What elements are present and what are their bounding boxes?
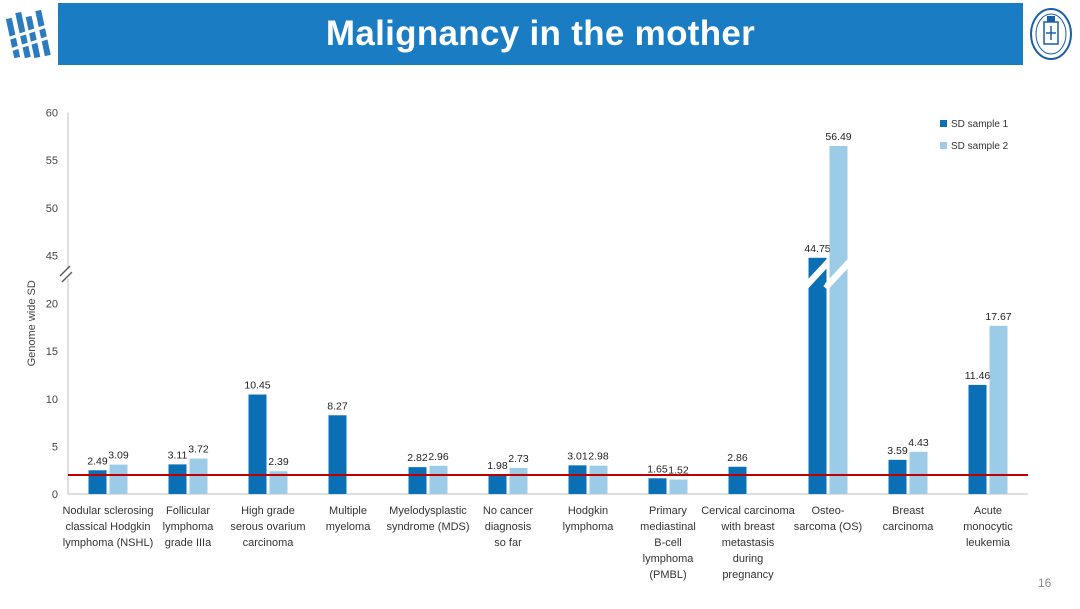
data-label: 2.49 — [87, 455, 108, 467]
data-label: 3.01 — [567, 450, 588, 462]
bar-sample-1 — [168, 464, 187, 494]
data-label: 4.43 — [908, 437, 929, 449]
category-label: Follicular lymphoma grade IIIa — [163, 505, 215, 549]
y-tick-label: 50 — [46, 203, 58, 215]
category-label: Nodular sclerosing classical Hodgkin lymph… — [62, 505, 153, 549]
data-label: 2.73 — [508, 453, 529, 465]
bar-sample-2 — [509, 468, 528, 494]
data-label: 2.96 — [428, 451, 449, 463]
data-label: 2.98 — [588, 451, 609, 463]
data-label: 1.65 — [647, 463, 668, 475]
category-label: Osteo-sarcoma (OS) — [794, 505, 862, 533]
bar-sample-1 — [728, 466, 747, 494]
bar-sample-1 — [488, 475, 507, 494]
category-label: High grade serous ovarium carcinoma — [230, 505, 305, 549]
category-label: Hodgkin lymphoma — [563, 505, 615, 533]
bar-sample-1 — [248, 394, 267, 494]
data-label: 17.67 — [985, 311, 1011, 323]
bar-sample-1 — [328, 415, 347, 494]
y-tick-label: 15 — [46, 346, 58, 358]
header-bar: Malignancy in the mother — [58, 3, 1023, 65]
bar-sample-1 — [408, 467, 427, 494]
bar-sample-2 — [989, 325, 1008, 494]
data-label: 56.49 — [825, 131, 851, 143]
data-label: 2.86 — [727, 452, 748, 464]
category-label: Breast carcinoma — [883, 505, 935, 533]
data-label: 44.75 — [804, 243, 830, 255]
data-label: 3.09 — [108, 450, 129, 462]
bar-sample-1 — [568, 465, 587, 494]
category-label: Acute monocytic leukemia — [963, 505, 1013, 549]
data-label: 3.72 — [188, 444, 209, 456]
bar-sample-2 — [669, 479, 688, 494]
category-label: Primary mediastinal B-cell lymphoma (PMBL) — [640, 505, 696, 581]
data-label: 8.27 — [327, 400, 348, 412]
bar-sample-2 — [909, 451, 928, 494]
university-seal-icon — [1030, 8, 1072, 60]
bar-sample-2 — [589, 465, 608, 494]
bar-sample-1 — [88, 470, 107, 494]
institution-logo-icon — [6, 9, 52, 59]
category-label: Myelodysplastic syndrome (MDS) — [386, 505, 469, 533]
category-label: No cancer diagnosis so far — [483, 505, 533, 549]
data-label: 3.59 — [887, 445, 908, 457]
category-label: Multiple myeloma — [326, 505, 372, 533]
y-tick-label: 45 — [46, 250, 58, 262]
bar-break-mark — [823, 257, 854, 291]
legend-swatch — [940, 120, 947, 127]
bar-sample-1 — [968, 384, 987, 494]
bar-sample-1 — [888, 459, 907, 494]
y-tick-label: 60 — [46, 108, 58, 120]
legend-label: SD sample 2 — [951, 141, 1009, 152]
axis-break-mark — [61, 271, 73, 283]
legend-swatch — [940, 142, 947, 149]
bar-sample-2 — [109, 464, 128, 494]
data-label: 3.11 — [168, 449, 188, 461]
y-tick-label: 55 — [46, 155, 58, 167]
bar-break-mark — [802, 257, 833, 291]
bar-break-mark — [803, 255, 832, 285]
bar-break-mark — [824, 255, 853, 285]
bar-sample-1 — [808, 257, 827, 494]
bar-sample-2 — [269, 471, 288, 494]
legend-label: SD sample 1 — [951, 119, 1009, 130]
data-label: 11.46 — [965, 370, 991, 382]
y-axis-label: Genome wide SD — [26, 280, 38, 366]
data-label: 1.52 — [668, 465, 689, 477]
data-label: 1.98 — [487, 460, 508, 472]
y-tick-label: 10 — [46, 394, 58, 406]
data-label: 2.39 — [268, 456, 289, 468]
bar-sample-2 — [189, 458, 208, 494]
data-label: 10.45 — [244, 380, 270, 392]
y-tick-label: 0 — [52, 489, 58, 501]
page-number: 16 — [1038, 576, 1052, 590]
data-label: 2.82 — [407, 452, 428, 464]
y-tick-label: 20 — [46, 299, 58, 311]
bar-sample-2 — [829, 146, 848, 494]
bar-sample-2 — [429, 465, 448, 494]
axis-break-mark — [59, 265, 71, 277]
category-label: Cervical carcinoma with breast metastasis d… — [701, 505, 795, 581]
y-tick-label: 5 — [52, 441, 58, 453]
slide-title: Malignancy in the mother — [325, 14, 756, 53]
bar-sample-1 — [648, 478, 667, 494]
